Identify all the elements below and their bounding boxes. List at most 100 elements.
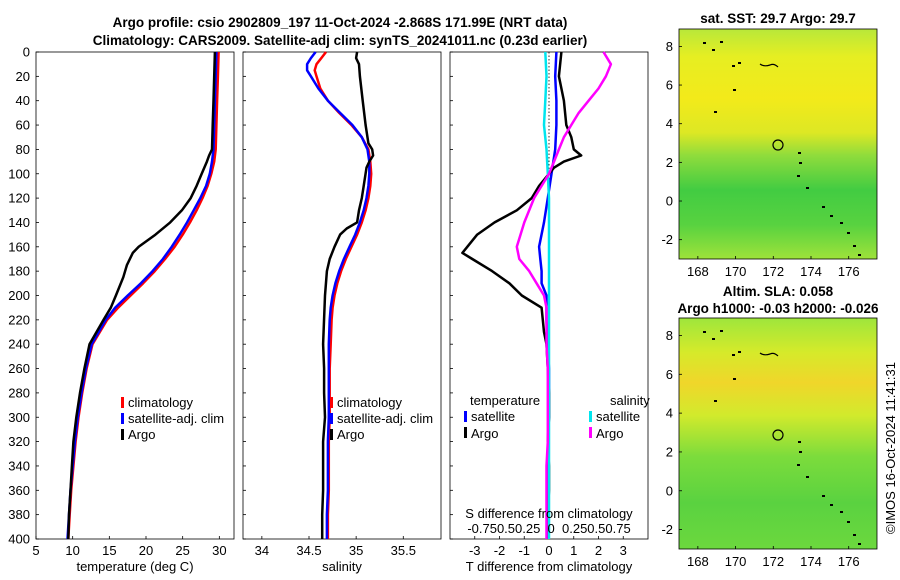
legend-swatch-argo xyxy=(121,429,124,440)
argo-position-marker xyxy=(772,429,784,441)
legend-t-argo: Argo xyxy=(471,426,498,441)
lat-tick-label: 8 xyxy=(666,328,673,343)
lat-tick-label: -2 xyxy=(661,232,673,247)
lat-tick-label: 0 xyxy=(666,194,673,209)
island-speck xyxy=(822,206,825,208)
island-speck xyxy=(806,476,809,478)
atoll-outline xyxy=(759,63,779,68)
x-tick-label: 0 xyxy=(545,543,552,558)
x-tick-label: 3 xyxy=(620,543,627,558)
island-speck xyxy=(847,232,850,234)
x-tick-label: -3 xyxy=(469,543,481,558)
island-speck xyxy=(703,331,706,333)
s-diff-label: S difference from climatology xyxy=(465,506,633,521)
depth-tick-label: 140 xyxy=(8,215,30,230)
depth-tick-label: 380 xyxy=(8,507,30,522)
x-tick-label: 25 xyxy=(175,543,189,558)
depth-tick-label: 60 xyxy=(16,118,30,133)
temperature-depth-ticks: 0 20 40 60 80 100 120 140 160 180 200 220 240 260 280 3… xyxy=(8,45,39,547)
sla-coastlines xyxy=(703,330,861,545)
timestamp: ©IMOS 16-Oct-2024 11:41:31 xyxy=(883,362,898,534)
island-speck xyxy=(797,464,800,466)
x-tick-label: 5 xyxy=(32,543,39,558)
depth-tick-label: 360 xyxy=(8,483,30,498)
salinity-depth-tickmarks xyxy=(243,51,246,540)
series-line-satellite-adj-clim xyxy=(305,51,371,539)
depth-tick-label: 160 xyxy=(8,239,30,254)
legend-swatch-t-argo xyxy=(464,427,467,438)
legend-swatch-s-argo xyxy=(589,427,592,438)
depth-tick-label: 340 xyxy=(8,458,30,473)
legend-swatch-s-satellite xyxy=(589,411,592,422)
depth-tick-label: 260 xyxy=(8,361,30,376)
sla-map-panel: Altim. SLA: 0.058 Argo h1000: -0.03 h200… xyxy=(661,284,879,569)
island-speck xyxy=(830,504,833,506)
x-tick-label: 10 xyxy=(65,543,79,558)
series-line-argo xyxy=(320,51,375,539)
sst-map-title: sat. SST: 29.7 Argo: 29.7 xyxy=(700,11,856,26)
temperature-lines xyxy=(66,51,220,540)
island-speck xyxy=(798,441,801,443)
island-speck xyxy=(720,330,723,332)
salinity-legend: climatology satellite-adj. clim Argo xyxy=(330,395,433,442)
sla-map-title-1: Altim. SLA: 0.058 xyxy=(723,284,834,299)
lat-tick-label: 2 xyxy=(666,155,673,170)
island-speck xyxy=(720,41,723,43)
difference-depth-tickmarks xyxy=(450,51,453,540)
island-speck xyxy=(732,354,735,356)
title-line1: Argo profile: csio 2902809_197 11-Oct-20… xyxy=(113,15,568,30)
temperature-xlabel: temperature (deg C) xyxy=(76,559,193,574)
depth-tick-label: 300 xyxy=(8,410,30,425)
series-line-argo xyxy=(67,51,217,540)
island-speck xyxy=(847,521,850,523)
lat-tick-label: -2 xyxy=(661,522,673,537)
x-tick-label: 35.5 xyxy=(391,543,416,558)
legend-swatch-climatology xyxy=(330,397,333,408)
salinity-lines xyxy=(305,51,375,539)
island-speck xyxy=(858,543,861,545)
s-diff-ticks: -0.750.50.25 0 0.250.50.75 xyxy=(467,521,630,536)
salinity-panel: 34 34.5 35 35.5 salinity climatology satell… xyxy=(242,51,442,574)
depth-tick-label: 200 xyxy=(8,288,30,303)
depth-tick-label: 180 xyxy=(8,264,30,279)
island-speck xyxy=(806,187,809,189)
lon-tick-label: 176 xyxy=(838,264,860,279)
island-speck xyxy=(712,49,715,51)
legend-swatch-satellite xyxy=(330,413,333,424)
legend-s-satellite: satellite xyxy=(596,409,640,424)
sla-map-frame xyxy=(678,317,878,550)
x-tick-label: 34 xyxy=(255,543,269,558)
difference-lines xyxy=(461,51,613,539)
lat-tick-label: 4 xyxy=(666,406,673,421)
legend-s-argo: Argo xyxy=(596,426,623,441)
salinity-x-ticks: 34 34.5 35 35.5 xyxy=(255,536,416,558)
depth-tick-label: 40 xyxy=(16,93,30,108)
sla-map-title-2: Argo h1000: -0.03 h2000: -0.026 xyxy=(677,301,879,316)
temperature-panel: 0 20 40 60 80 100 120 140 160 180 200 220 240 260 280 3… xyxy=(8,45,235,574)
lon-tick-label: 168 xyxy=(687,264,709,279)
legend-header-temperature: temperature xyxy=(470,393,540,408)
island-speck xyxy=(830,215,833,217)
depth-tick-label: 20 xyxy=(16,69,30,84)
island-speck xyxy=(798,152,801,154)
island-speck xyxy=(797,175,800,177)
t-diff-xlabel: T difference from climatology xyxy=(466,559,633,574)
x-tick-label: 34.5 xyxy=(296,543,321,558)
depth-tick-label: 320 xyxy=(8,434,30,449)
legend-swatch-climatology xyxy=(121,397,124,408)
x-tick-label: 15 xyxy=(102,543,116,558)
x-tick-label: -2 xyxy=(494,543,506,558)
series-line-s-argo xyxy=(515,51,613,539)
legend-swatch-satellite xyxy=(121,413,124,424)
argo-position-marker xyxy=(772,139,784,151)
x-tick-label: 20 xyxy=(139,543,153,558)
lat-tick-label: 6 xyxy=(666,78,673,93)
lon-tick-label: 176 xyxy=(838,554,860,569)
island-speck xyxy=(733,89,736,91)
lon-tick-label: 170 xyxy=(725,264,747,279)
depth-tick-label: 0 xyxy=(23,45,30,60)
legend-argo: Argo xyxy=(128,427,155,442)
island-speck xyxy=(853,245,856,247)
legend-t-satellite: satellite xyxy=(471,409,515,424)
lon-tick-label: 174 xyxy=(800,554,822,569)
